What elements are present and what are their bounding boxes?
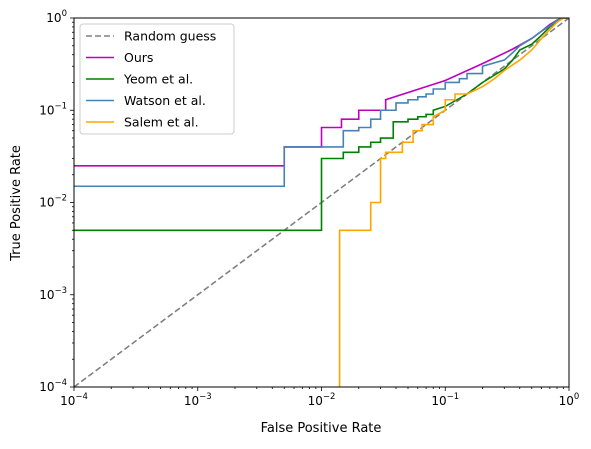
series-line-watson-et-al [74,18,569,188]
legend-label: Random guess [124,29,216,44]
legend-box [79,23,235,135]
y-tick-label: 10−4 [39,378,67,394]
legend-label: Salem et al. [124,115,199,130]
y-axis-ticks: 10−4 10−3 10−2 10−1 100 [39,9,74,394]
x-tick-label: 10−4 [60,392,88,408]
legend-label: Watson et al. [124,93,206,108]
x-axis-ticks: 10−4 10−3 10−2 10−1 100 [60,387,579,408]
x-axis-label: False Positive Rate [261,421,382,436]
x-tick-label: 10−3 [184,392,212,408]
series-line-yeom-et-al [74,18,569,232]
y-axis-label: True Positive Rate [9,145,24,262]
legend-label: Yeom et al. [123,72,193,87]
y-tick-label: 10−2 [39,194,67,210]
series-layer [74,18,569,387]
legend: Random guess Ours Yeom et al. Watson et al.… [79,23,235,135]
series-line-salem-et-al [338,18,569,387]
y-tick-label: 100 [46,9,67,25]
series-line-ours [74,18,569,167]
y-tick-label: 10−3 [39,286,67,302]
x-tick-label: 10−2 [308,392,336,408]
x-tick-label: 100 [559,392,580,408]
x-tick-label: 10−1 [431,392,459,408]
y-tick-label: 10−1 [39,101,67,117]
legend-label: Ours [124,50,153,65]
